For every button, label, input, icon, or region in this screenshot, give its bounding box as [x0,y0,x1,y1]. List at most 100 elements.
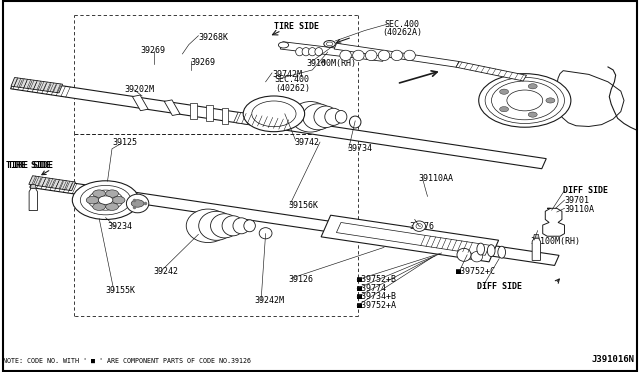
Circle shape [93,190,106,197]
Polygon shape [334,43,459,67]
Ellipse shape [477,243,484,255]
Polygon shape [543,208,564,236]
Polygon shape [557,71,624,126]
Text: SEC.400: SEC.400 [384,20,419,29]
Ellipse shape [244,220,255,232]
Text: 39125: 39125 [112,138,137,147]
Text: 39742: 39742 [294,138,319,147]
Polygon shape [321,215,499,262]
Polygon shape [534,234,539,238]
Ellipse shape [314,106,338,128]
Circle shape [278,42,289,48]
Circle shape [326,42,333,46]
Text: ■39752+C: ■39752+C [456,267,497,276]
Text: TIRE SIDE: TIRE SIDE [8,161,53,170]
Polygon shape [337,222,490,255]
Text: 39126: 39126 [288,275,313,283]
Text: TIRE SIDE: TIRE SIDE [274,22,319,31]
Text: (40262A): (40262A) [383,28,422,37]
Polygon shape [206,105,212,122]
Text: DIFF SIDE: DIFF SIDE [477,282,522,291]
Ellipse shape [222,216,244,236]
Polygon shape [532,238,540,260]
Ellipse shape [457,248,471,261]
Text: SEC.400: SEC.400 [274,76,309,84]
Circle shape [546,98,555,103]
Circle shape [72,181,139,219]
Polygon shape [11,77,63,93]
Circle shape [500,89,509,94]
Ellipse shape [498,246,506,258]
Polygon shape [10,78,547,169]
Ellipse shape [365,50,377,61]
Text: DIFF SIDE: DIFF SIDE [563,186,608,195]
Text: 39234: 39234 [108,222,132,231]
Circle shape [112,196,125,204]
Text: 39734: 39734 [348,144,372,153]
Text: 39268K: 39268K [198,33,228,42]
Polygon shape [29,188,37,211]
Text: 39100M(RH): 39100M(RH) [530,237,580,246]
Text: ■39734+B: ■39734+B [357,292,397,301]
Text: 39742M: 39742M [272,70,302,79]
Text: (40262): (40262) [275,84,310,93]
Polygon shape [31,185,36,188]
Polygon shape [132,95,148,111]
Ellipse shape [211,214,239,238]
Ellipse shape [315,48,323,56]
Circle shape [500,107,509,112]
Text: 39110A: 39110A [564,205,595,214]
Ellipse shape [349,116,361,128]
Ellipse shape [296,48,303,56]
Polygon shape [280,42,385,61]
Text: 39242M: 39242M [255,296,285,305]
Circle shape [243,96,305,132]
Ellipse shape [302,48,310,56]
Polygon shape [234,112,291,130]
Polygon shape [30,177,559,266]
Ellipse shape [335,110,347,123]
Circle shape [80,185,131,215]
Ellipse shape [199,211,234,240]
Ellipse shape [340,50,351,61]
Ellipse shape [291,102,330,132]
Circle shape [93,203,106,211]
Ellipse shape [127,194,148,213]
Ellipse shape [233,218,250,234]
Text: 39269: 39269 [191,58,216,67]
Polygon shape [190,103,196,119]
Ellipse shape [488,245,495,257]
Ellipse shape [308,48,316,56]
Text: 39156K: 39156K [288,201,318,210]
Ellipse shape [186,209,230,243]
Circle shape [528,84,537,89]
Text: 39242: 39242 [154,267,179,276]
Ellipse shape [353,50,364,61]
Circle shape [324,41,335,47]
Polygon shape [164,100,180,115]
Circle shape [479,74,571,127]
Ellipse shape [259,228,272,239]
Text: 39701: 39701 [564,196,589,205]
Text: J391016N: J391016N [592,355,635,364]
Ellipse shape [413,221,426,231]
Circle shape [86,196,99,204]
Circle shape [252,101,296,127]
Text: ■39752+B: ■39752+B [357,275,397,284]
Polygon shape [222,108,228,124]
Ellipse shape [378,50,390,61]
Circle shape [131,200,144,207]
Ellipse shape [416,224,422,229]
Polygon shape [29,176,76,191]
Circle shape [99,196,113,204]
Text: NOTE: CODE NO. WITH ' ■ ' ARE COMPONENT PARTS OF CODE NO.39126: NOTE: CODE NO. WITH ' ■ ' ARE COMPONENT … [3,358,251,364]
Text: TIRE SIDE: TIRE SIDE [6,161,51,170]
Text: 39776: 39776 [410,222,435,231]
Circle shape [507,90,543,111]
Text: 39202M: 39202M [125,85,155,94]
Ellipse shape [404,50,415,61]
Circle shape [106,190,118,197]
Polygon shape [456,61,527,81]
Ellipse shape [303,104,333,130]
Ellipse shape [324,108,342,125]
